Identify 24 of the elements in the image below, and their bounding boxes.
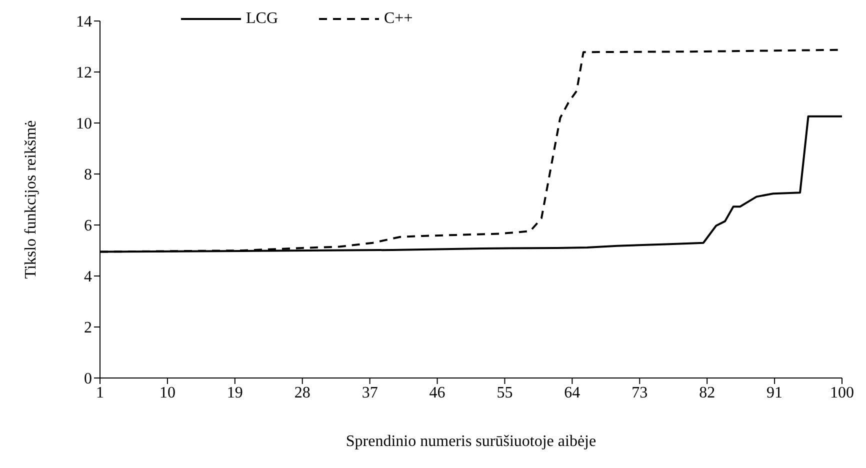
x-tick-label: 19	[226, 384, 243, 402]
y-tick-label: 10	[76, 116, 92, 133]
x-tick-label: 10	[159, 384, 176, 402]
x-tick-label: 91	[766, 384, 783, 402]
x-tick-label: 28	[294, 384, 310, 402]
y-tick-label: 0	[84, 370, 92, 388]
legend-label: LCG	[246, 10, 278, 28]
x-tick-label: 37	[362, 384, 378, 402]
x-tick-label: 64	[564, 384, 580, 402]
x-tick-label: 1	[96, 384, 104, 402]
x-tick-label: 55	[496, 384, 513, 402]
x-tick-label: 73	[632, 384, 648, 402]
x-tick-label: 100	[830, 384, 854, 402]
x-axis-title: Sprendinio numeris surūšiuotoje aibėje	[346, 433, 596, 450]
legend-label: C++	[384, 10, 413, 28]
y-axis-title: Tikslo funkcijos reikšmė	[22, 120, 40, 279]
y-tick-label: 14	[76, 14, 92, 31]
x-tick-label: 82	[699, 384, 716, 402]
y-tick-label: 12	[76, 64, 92, 82]
y-tick-label: 4	[84, 268, 92, 286]
y-tick-label: 8	[84, 166, 92, 184]
x-tick-label: 46	[429, 384, 446, 402]
y-tick-label: 6	[84, 218, 92, 235]
y-tick-label: 2	[84, 320, 92, 337]
